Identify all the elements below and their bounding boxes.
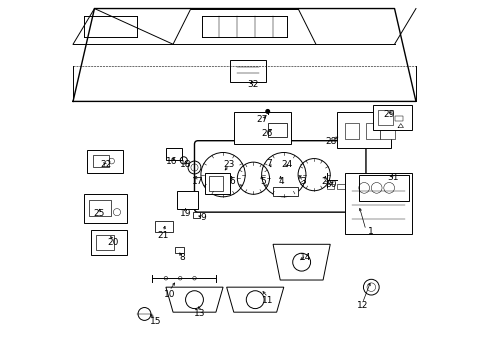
Polygon shape (272, 244, 329, 280)
Text: 13: 13 (194, 310, 205, 319)
Bar (378, 111, 392, 125)
Bar (267, 123, 287, 137)
Text: 31: 31 (386, 173, 398, 182)
Circle shape (265, 110, 269, 113)
Bar (208, 176, 223, 191)
Text: 32: 32 (247, 81, 258, 90)
Bar (87, 150, 123, 173)
Text: 7: 7 (266, 159, 271, 168)
Text: 16: 16 (165, 157, 177, 166)
Bar (176, 191, 198, 208)
Text: 17: 17 (192, 177, 203, 186)
Bar (165, 148, 182, 160)
Text: 27: 27 (256, 116, 267, 125)
Bar (372, 105, 411, 130)
Bar (89, 200, 110, 216)
Bar (155, 221, 173, 232)
Text: 9: 9 (200, 213, 205, 222)
Bar (344, 123, 358, 139)
Text: 3: 3 (299, 177, 305, 186)
Text: 2: 2 (320, 177, 326, 186)
Text: 1: 1 (367, 227, 373, 236)
Text: 22: 22 (100, 161, 111, 170)
Bar (93, 155, 108, 167)
Bar (230, 60, 265, 82)
Bar (96, 235, 114, 249)
Text: 18: 18 (180, 161, 191, 170)
Bar (394, 116, 403, 121)
Text: 4: 4 (278, 177, 283, 186)
Text: 6: 6 (229, 177, 235, 186)
Bar (358, 175, 408, 202)
Text: 28: 28 (325, 137, 336, 146)
FancyBboxPatch shape (194, 141, 365, 212)
Text: 11: 11 (262, 296, 273, 305)
Bar (233, 112, 290, 144)
Text: 26: 26 (261, 129, 272, 138)
Bar (347, 184, 354, 189)
Bar (337, 184, 344, 189)
Text: 30: 30 (325, 180, 336, 189)
Polygon shape (226, 287, 283, 312)
Bar (91, 230, 126, 255)
Text: 21: 21 (158, 231, 169, 240)
Text: 15: 15 (150, 317, 162, 326)
Bar (380, 123, 394, 139)
Bar (337, 112, 390, 148)
Text: 25: 25 (93, 210, 104, 219)
Bar (205, 173, 230, 194)
Bar (272, 187, 298, 196)
Bar (326, 184, 333, 189)
Text: 29: 29 (383, 110, 394, 119)
Text: 19: 19 (180, 210, 191, 219)
Bar (192, 212, 200, 217)
Polygon shape (165, 287, 223, 312)
Text: 12: 12 (356, 301, 367, 310)
Text: 10: 10 (163, 290, 175, 299)
Text: 20: 20 (107, 238, 119, 247)
Bar (83, 194, 126, 223)
Text: 14: 14 (300, 253, 311, 262)
Text: 8: 8 (179, 253, 184, 262)
Text: 24: 24 (281, 161, 292, 170)
Text: 23: 23 (223, 161, 234, 170)
Polygon shape (344, 173, 411, 234)
Bar (175, 247, 183, 253)
Text: 5: 5 (259, 177, 265, 186)
Bar (365, 123, 380, 139)
